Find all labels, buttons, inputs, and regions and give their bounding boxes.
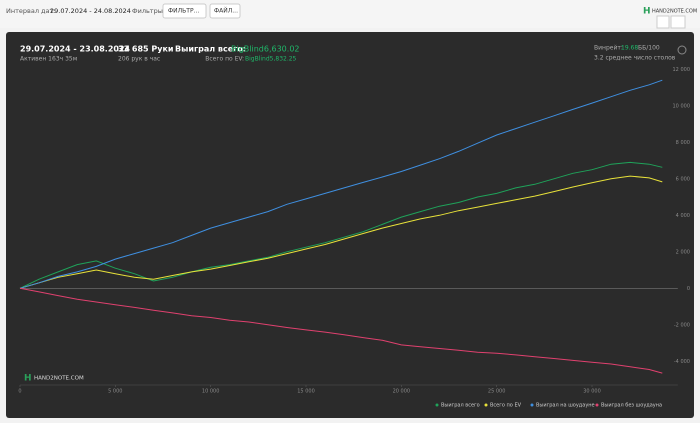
y-tick-label: 0: [687, 286, 690, 292]
winrate-unit: ББ/100: [638, 45, 660, 52]
legend-marker: [595, 403, 599, 407]
period: 29.07.2024 - 23.08.2024: [20, 45, 131, 54]
y-tick-label: 4 000: [676, 213, 690, 219]
y-tick-label: -2 000: [674, 322, 690, 328]
won-value: BigBlind6,630.02: [231, 45, 300, 54]
filters-label: Фильтры:: [132, 7, 165, 15]
y-tick-label: 8 000: [676, 140, 690, 146]
filter-button-text: ФИЛЬТР...: [168, 8, 199, 15]
series-line: [19, 79, 663, 289]
legend-label: Выиграл без шоудауна: [601, 403, 662, 409]
x-tick-label: 0: [18, 389, 21, 395]
active-time: Активен 163ч 35м: [20, 56, 77, 63]
brand: HAND2NOTE.COM: [652, 9, 697, 15]
series-line: [19, 175, 663, 289]
hands-per-hour: 206 рук в час: [118, 56, 160, 63]
legend-label: Всего по EV: [490, 403, 522, 409]
legend-marker: [484, 403, 488, 407]
winrate-label: Винрейт:: [594, 45, 623, 52]
date-label: Интервал дат:: [6, 7, 56, 15]
date-range[interactable]: 29.07.2024 - 24.08.2024: [50, 7, 131, 15]
toolbar: [0, 0, 700, 28]
y-tick-label: 6 000: [676, 176, 690, 182]
legend-marker: [435, 403, 439, 407]
x-tick-label: 20 000: [393, 389, 411, 395]
legend-marker: [530, 403, 534, 407]
file-button-text: ФАЙЛ...: [214, 8, 238, 15]
filter-button[interactable]: [162, 3, 207, 19]
legend-label: Выиграл на шоудауне: [536, 403, 595, 409]
tables: 3.2 среднее число столов: [594, 55, 676, 62]
ev-label: Всего по EV:: [205, 56, 244, 63]
series-line: [19, 287, 663, 374]
prev-button[interactable]: [656, 15, 670, 29]
winrate-value: 19.68: [621, 45, 638, 52]
y-tick-label: -4 000: [674, 359, 690, 365]
chart-panel: [6, 32, 694, 418]
file-button[interactable]: [209, 3, 241, 19]
series-line: [19, 161, 663, 289]
ev-value: BigBlind5,832.25: [245, 56, 297, 63]
watermark: HAND2NOTE.COM: [34, 376, 84, 382]
y-tick-label: 2 000: [676, 249, 690, 255]
x-tick-label: 5 000: [108, 389, 122, 395]
x-tick-label: 15 000: [297, 389, 315, 395]
legend-label: Выиграл всего: [441, 403, 480, 409]
x-tick-label: 10 000: [202, 389, 220, 395]
won-label: Выиграл всего:: [175, 45, 246, 54]
y-tick-label: 12 000: [673, 67, 691, 73]
hands: 33 685 Руки: [118, 45, 174, 54]
more-button[interactable]: [670, 15, 686, 29]
x-tick-label: 25 000: [488, 389, 506, 395]
x-tick-label: 30 000: [583, 389, 601, 395]
watermark-logo: H: [24, 374, 32, 384]
brand-logo: H: [643, 7, 651, 17]
y-tick-label: 10 000: [673, 103, 691, 109]
settings-icon[interactable]: [677, 45, 687, 55]
